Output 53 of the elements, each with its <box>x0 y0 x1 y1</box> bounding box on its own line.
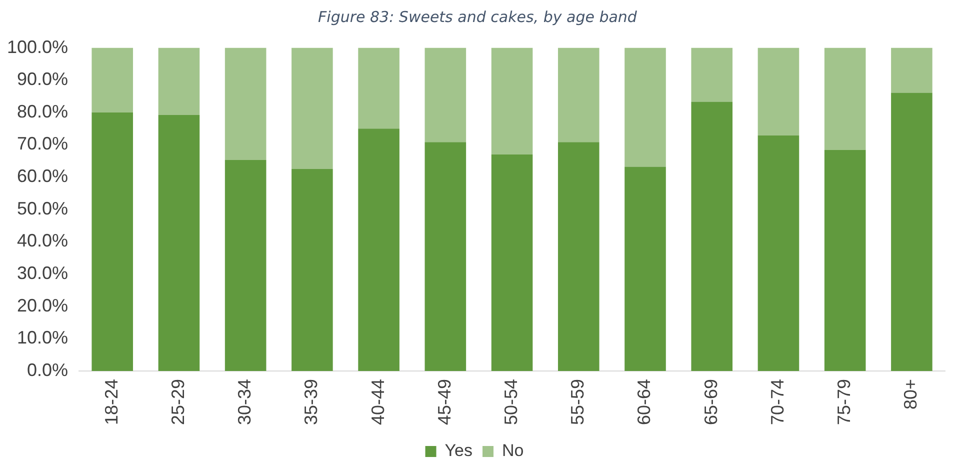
chart-title: Figure 83: Sweets and cakes, by age band <box>317 7 638 28</box>
y-tick-label: 90.0% <box>17 69 68 90</box>
bar <box>224 160 266 371</box>
x-tick-label: 30-34 <box>234 378 255 426</box>
bar <box>758 48 800 136</box>
bar <box>758 135 800 371</box>
bar <box>224 48 266 160</box>
y-tick-label: 30.0% <box>17 262 68 283</box>
bar <box>92 48 134 112</box>
bar <box>891 48 932 93</box>
x-tick-label: 50-54 <box>500 378 521 426</box>
bar <box>292 48 333 169</box>
bar <box>358 128 400 371</box>
legend-label: No <box>502 441 524 460</box>
y-tick-label: 100.0% <box>6 36 68 57</box>
x-tick-label: 60-64 <box>634 378 654 426</box>
y-tick-label: 10.0% <box>17 328 68 348</box>
bar <box>424 48 466 142</box>
bar <box>491 48 533 154</box>
x-tick-label: 45-49 <box>434 378 454 426</box>
bar <box>424 142 466 371</box>
bar <box>158 48 200 116</box>
bar <box>491 154 533 371</box>
x-tick-label: 65-69 <box>700 378 721 426</box>
y-tick-label: 70.0% <box>17 134 68 154</box>
bar <box>624 166 666 371</box>
y-tick-label: 40.0% <box>17 230 68 251</box>
x-tick-label: 70-74 <box>767 378 788 426</box>
bar <box>92 112 134 371</box>
bar <box>891 92 932 371</box>
y-tick-label: 0.0% <box>27 360 68 380</box>
x-tick-label: 40-44 <box>368 378 388 426</box>
y-tick-label: 50.0% <box>17 198 68 218</box>
y-tick-label: 80.0% <box>17 101 68 122</box>
bar <box>358 48 400 129</box>
bar <box>292 168 333 371</box>
y-tick-label: 60.0% <box>17 166 68 186</box>
x-tick-label: 80+ <box>900 378 921 410</box>
y-tick-label: 20.0% <box>17 295 68 316</box>
x-tick-label: 75-79 <box>834 378 854 426</box>
bar <box>624 48 666 167</box>
x-tick-label: 55-59 <box>568 378 588 426</box>
x-tick-label: 25-29 <box>168 378 188 426</box>
legend-label: Yes <box>444 441 472 460</box>
bar <box>558 142 600 371</box>
bar <box>558 48 600 142</box>
x-tick-label: 35-39 <box>301 378 322 426</box>
bar <box>824 150 866 371</box>
bar <box>824 48 866 150</box>
bar <box>691 102 733 371</box>
bar <box>691 48 733 102</box>
bar <box>158 115 200 371</box>
x-tick-label: 18-24 <box>101 378 122 426</box>
